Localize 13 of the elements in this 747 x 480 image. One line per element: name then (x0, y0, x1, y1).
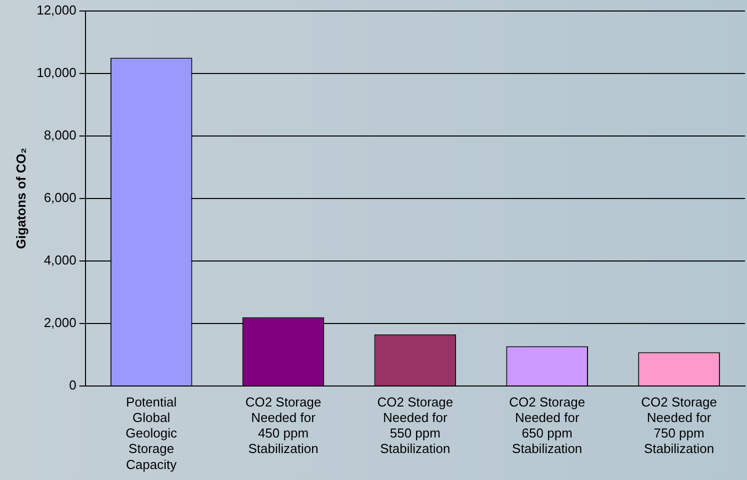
y-tick-label: 4,000 (44, 252, 76, 268)
y-tick-label: 0 (69, 378, 76, 393)
y-tick-label: 6,000 (44, 190, 76, 205)
x-tick-label: CO2 Storage Needed for 450 ppm Stabilization (245, 394, 322, 456)
y-axis-title: Gigatons of CO₂ (13, 148, 28, 249)
x-tick-label: CO2 Storage Needed for 650 ppm Stabilization (509, 394, 586, 456)
x-tick-label: CO2 Storage Needed for 750 ppm Stabilization (641, 394, 717, 456)
y-tick-label: 8,000 (44, 127, 76, 142)
y-tick-label: 2,000 (44, 315, 76, 330)
x-tick-label: Potential Global Geologic Storage Capacity (126, 394, 178, 472)
x-tick-label: CO2 Storage Needed for 550 ppm Stabilization (377, 394, 454, 456)
y-tick-label: 12,000 (36, 2, 76, 18)
y-tick-label: 10,000 (36, 64, 76, 80)
